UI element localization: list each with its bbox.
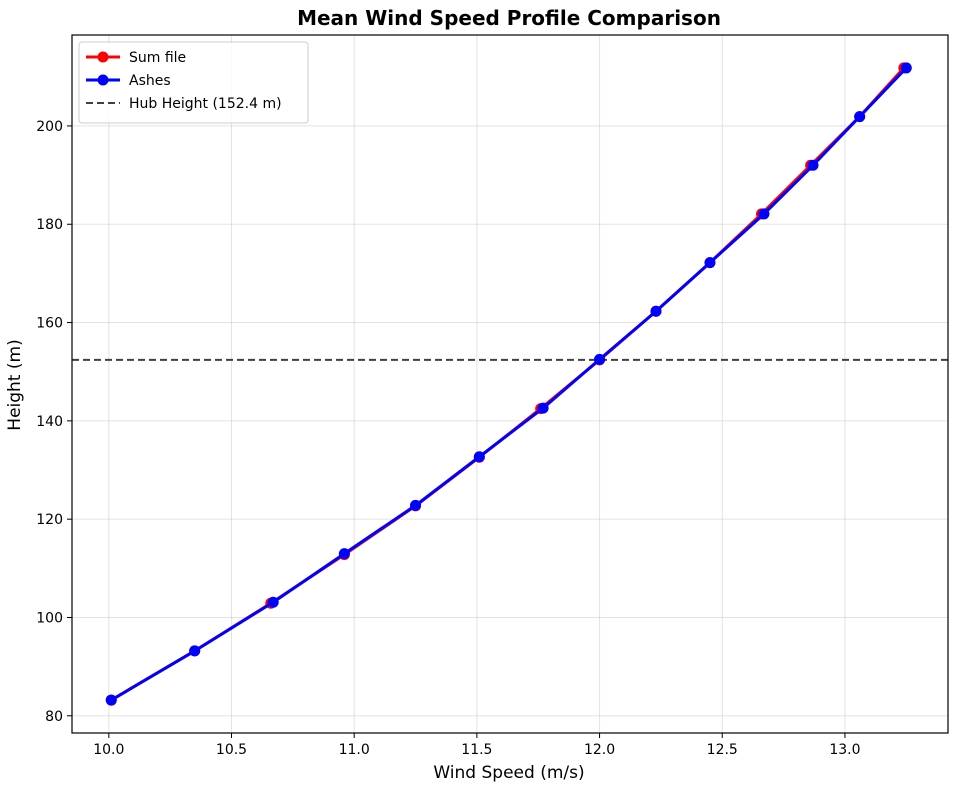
y-tick-label: 180 [36,217,63,233]
data-point-ashes [338,548,350,560]
y-tick-label: 100 [36,610,63,626]
y-tick-label: 140 [36,414,63,430]
data-point-ashes [807,159,819,171]
data-point-ashes [650,305,662,317]
data-point-ashes [704,257,716,269]
data-point-ashes [900,62,912,74]
axis-ticks: 10.0 10.5 11.0 11.5 12.0 12.5 13.0 80 100 120 140 1… [36,119,860,758]
plot-frame [71,34,949,734]
y-tick-label: 160 [36,316,63,332]
x-axis-title: Wind Speed (m/s) [433,763,584,783]
x-tick-label: 13.0 [829,742,860,758]
data-series [105,62,912,706]
x-tick-label: 10.5 [216,742,247,758]
data-point-ashes [105,694,117,706]
data-point-ashes [537,402,549,414]
series-line-ashes [110,66,908,702]
y-tick-label: 80 [45,709,63,725]
legend: Sum file Ashes Hub Height (152.4 m) [78,41,309,124]
chart-title: Mean Wind Speed Profile Comparison [297,6,721,30]
y-axis-title: Height (m) [5,339,25,430]
data-point-ashes [267,596,279,608]
x-tick-label: 10.0 [93,742,124,758]
legend-label-sum-file: Sum file [129,50,186,66]
legend-label-hub-height: Hub Height (152.4 m) [129,96,282,112]
grid-lines [72,35,948,733]
legend-marker-sum-file [97,51,109,63]
x-tick-label: 11.5 [461,742,492,758]
legend-marker-ashes [97,74,109,86]
data-point-ashes [473,451,485,463]
legend-label-ashes: Ashes [129,73,171,89]
data-point-ashes [758,208,770,220]
x-tick-label: 12.0 [584,742,615,758]
data-point-ashes [410,499,422,511]
y-tick-label: 200 [36,119,63,135]
y-tick-label: 120 [36,512,63,528]
data-point-ashes [594,353,606,365]
x-tick-label: 12.5 [707,742,738,758]
x-tick-label: 11.0 [339,742,370,758]
legend-box [78,41,309,124]
data-point-ashes [189,645,201,657]
data-point-ashes [854,111,866,123]
